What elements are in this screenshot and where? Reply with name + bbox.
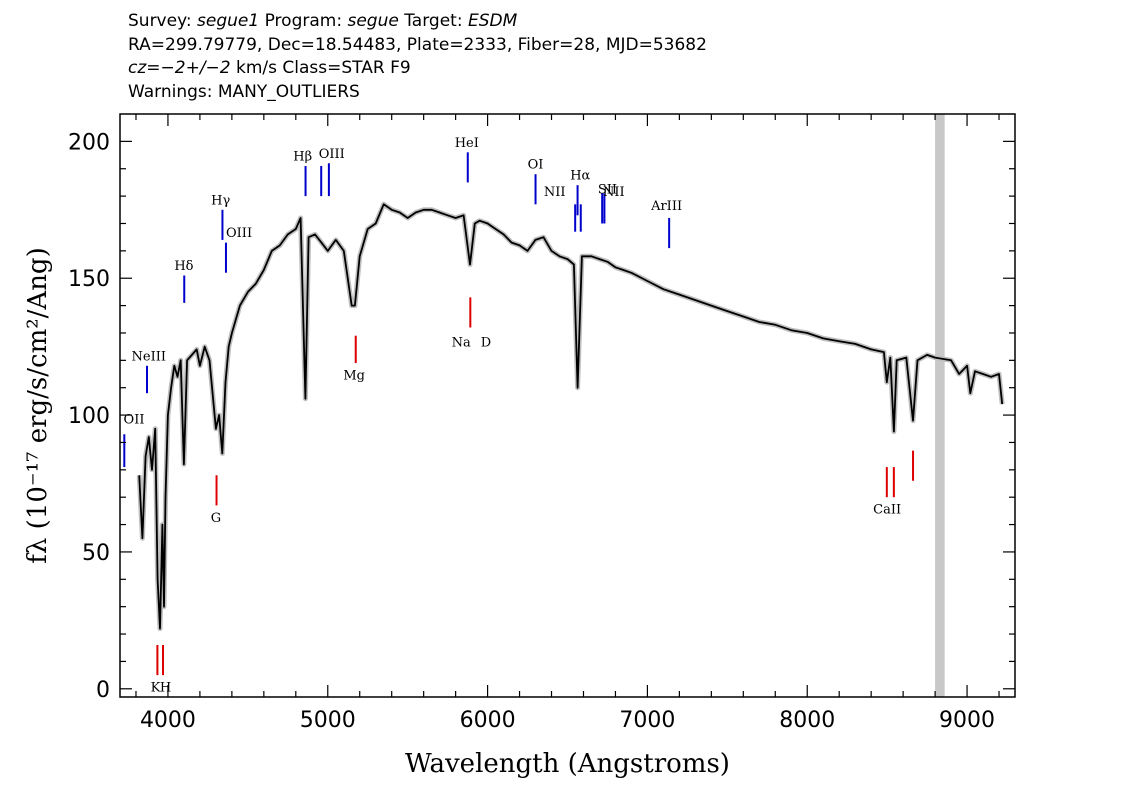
line-label: SII [598, 182, 617, 197]
cz-unit: km/s [236, 58, 278, 78]
line-label: NeIII [132, 349, 166, 364]
line-label: NII [603, 185, 625, 200]
survey-value: segue1 [197, 11, 260, 31]
series-layer [136, 201, 1005, 632]
spectrum-line [138, 203, 1004, 630]
cz-value: cz=−2+/−2 [128, 58, 231, 78]
marker-layer [123, 152, 915, 676]
y-tick-label: 50 [82, 541, 110, 566]
header-line-3: cz=−2+/−2 km/s Class=STAR F9 [128, 57, 707, 81]
y-tick-label: 0 [96, 678, 110, 703]
line-label: OI [528, 158, 544, 173]
masked-band [935, 114, 945, 697]
x-tick-label: 9000 [939, 708, 995, 733]
line-label: CaII [873, 503, 901, 518]
target-value: ESDM [467, 11, 518, 31]
class-value: Class=STAR F9 [282, 58, 411, 78]
x-tick-label: 7000 [619, 708, 675, 733]
header-line-4: Warnings: MANY_OUTLIERS [128, 81, 360, 102]
plot-header: Survey: segue1 Program: segue Target: ES… [128, 10, 707, 104]
program-value: segue [347, 11, 399, 31]
line-label: NII [544, 185, 566, 200]
x-axis-label: Wavelength (Angstroms) [405, 749, 730, 779]
line-label: H [160, 681, 171, 696]
y-tick-label: 200 [68, 130, 110, 155]
tick-layer: 4000 5000 6000 7000 8000 9000 0 50 100 150 200 [68, 114, 1015, 733]
line-label: OIII [226, 226, 252, 241]
mask-layer [935, 114, 945, 697]
line-label: Hα [570, 169, 590, 184]
y-tick-label: 100 [68, 404, 110, 429]
line-label: Na [452, 336, 471, 351]
y-axis-label: fλ (10⁻¹⁷ erg/s/cm²/Ang) [23, 247, 53, 563]
line-label: OIII [319, 147, 345, 162]
survey-key: Survey: [128, 11, 192, 31]
line-label: Hγ [211, 193, 230, 208]
error-band [136, 201, 1005, 632]
y-tick-label: 150 [68, 267, 110, 292]
program-key: Program: [264, 11, 343, 31]
x-tick-label: 5000 [300, 708, 356, 733]
line-label: D [481, 336, 491, 351]
plot-frame [119, 113, 1016, 698]
line-label: Mg [343, 368, 365, 383]
header-line-2: RA=299.79779, Dec=18.54483, Plate=2333, … [128, 34, 707, 55]
header-line-1: Survey: segue1 Program: segue Target: ES… [128, 10, 707, 34]
line-label: G [211, 511, 221, 526]
x-tick-label: 6000 [460, 708, 516, 733]
line-label: K [151, 681, 161, 696]
line-label: Hδ [174, 259, 193, 274]
line-label: ArIII [650, 199, 682, 214]
x-tick-label: 8000 [779, 708, 835, 733]
target-key: Target: [404, 11, 463, 31]
line-label: OII [124, 412, 145, 427]
line-label: Hβ [293, 150, 312, 165]
line-label: HeI [455, 136, 479, 151]
x-tick-label: 4000 [140, 708, 196, 733]
